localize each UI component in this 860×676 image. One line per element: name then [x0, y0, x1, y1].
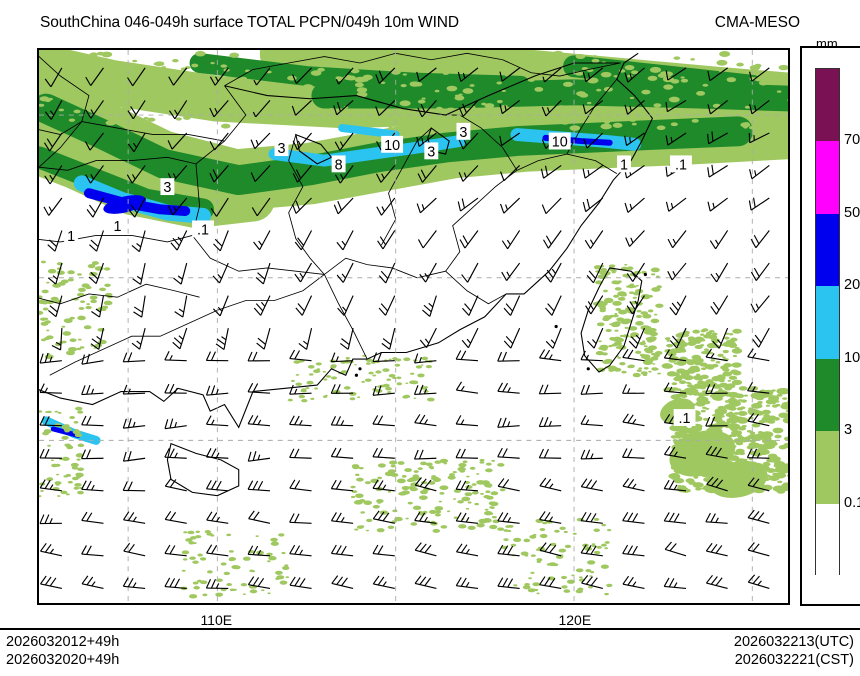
svg-text:.1: .1: [197, 222, 209, 238]
weather-map-canvas: 3 1 1 .1 3 8 10 3 3 10 1 .1 .1: [39, 50, 788, 603]
contour-label: 3: [275, 139, 289, 157]
footer-valid-time-utc: 2026032213(UTC): [734, 634, 854, 650]
contour-label: .1: [670, 155, 692, 173]
svg-text:1: 1: [67, 229, 75, 245]
svg-text:10: 10: [552, 135, 568, 151]
colorbar-tick-label: 10: [844, 350, 860, 366]
svg-text:.1: .1: [679, 411, 691, 427]
colorbar-tick-label: 3: [844, 422, 852, 438]
page-title: SouthChina 046-049h surface TOTAL PCPN/0…: [40, 14, 459, 32]
x-tick-label: 120E: [540, 612, 610, 628]
contour-label: .1: [674, 409, 696, 427]
contour-label: 10: [381, 136, 403, 154]
contour-label: 1: [617, 155, 631, 173]
colorbar-band: [816, 431, 839, 503]
svg-text:10: 10: [384, 138, 400, 154]
contour-label: 3: [160, 178, 174, 196]
colorbar-tick-label: 50: [844, 205, 860, 221]
colorbar-band: [816, 214, 839, 286]
colorbar-unit-label: mm: [816, 36, 838, 51]
footer-init-time-cst: 2026032020+49h: [6, 652, 119, 668]
footer-init-time-utc: 2026032012+49h: [6, 634, 119, 650]
svg-text:8: 8: [335, 157, 343, 173]
colorbar-band: [816, 286, 839, 358]
svg-text:1: 1: [113, 219, 121, 235]
colorbar[interactable]: mm 70 50 20 10 3 0.1: [806, 36, 860, 596]
colorbar-band: [816, 69, 839, 141]
contour-label: .1: [192, 220, 214, 238]
colorbar-band: [816, 504, 839, 576]
contour-label: 8: [332, 155, 346, 173]
contour-label: 3: [424, 142, 438, 160]
colorbar-tick-label: 20: [844, 277, 860, 293]
contour-label: 1: [64, 227, 78, 245]
svg-text:3: 3: [427, 144, 435, 160]
svg-text:1: 1: [620, 157, 628, 173]
model-label: CMA-MESO: [715, 14, 800, 32]
footer-valid-time-cst: 2026032221(CST): [735, 652, 854, 668]
chart-header: SouthChina 046-049h surface TOTAL PCPN/0…: [0, 14, 860, 40]
contour-label: 1: [111, 217, 125, 235]
x-tick-label: 110E: [181, 612, 251, 628]
colorbar-tick-label: 70: [844, 132, 860, 148]
map-plot-area[interactable]: 3 1 1 .1 3 8 10 3 3 10 1 .1 .1: [37, 48, 790, 605]
colorbar-band: [816, 359, 839, 431]
contour-label: 10: [549, 133, 571, 151]
contour-label: 3: [456, 123, 470, 141]
colorbar-band: [816, 141, 839, 213]
svg-text:.1: .1: [675, 157, 687, 173]
colorbar-gradient: [815, 68, 840, 575]
svg-text:3: 3: [277, 141, 285, 157]
colorbar-tick-label: 0.1: [844, 495, 860, 511]
svg-text:3: 3: [163, 180, 171, 196]
svg-text:3: 3: [459, 125, 467, 141]
chart-footer: 2026032012+49h 2026032020+49h 2026032213…: [0, 628, 860, 676]
